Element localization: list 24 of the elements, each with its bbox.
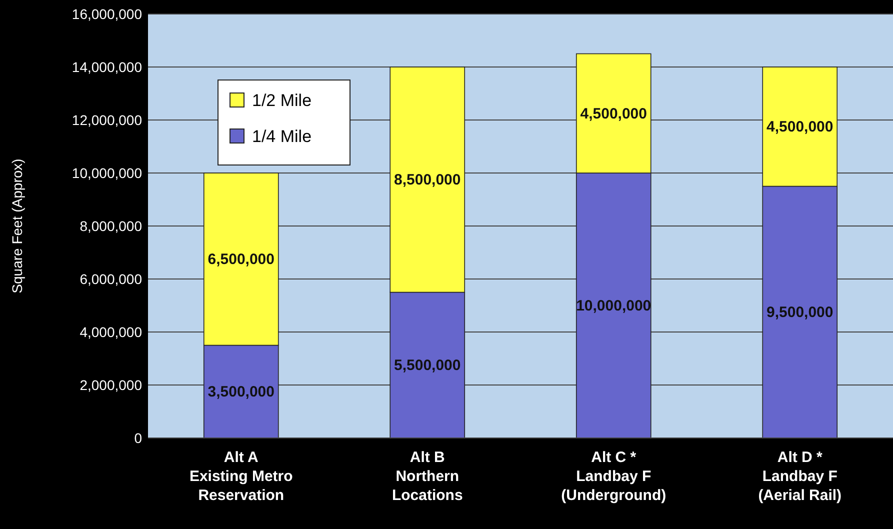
y-tick-label: 8,000,000 (80, 218, 142, 234)
y-tick-label: 10,000,000 (72, 165, 142, 181)
y-tick-label: 0 (134, 430, 142, 446)
y-tick-label: 4,000,000 (80, 324, 142, 340)
y-tick-label: 14,000,000 (72, 59, 142, 75)
x-tick-label: Alt D * Landbay F (Aerial Rail) (758, 449, 842, 504)
data-label: 10,000,000 (576, 298, 652, 314)
data-label: 6,500,000 (208, 251, 274, 268)
legend-label: 1/2 Mile (252, 91, 312, 110)
y-axis-title: Square Feet (Approx) (9, 158, 25, 294)
y-tick-label: 16,000,000 (72, 6, 142, 22)
data-label: 3,500,000 (208, 384, 274, 401)
data-label: 9,500,000 (766, 304, 834, 322)
data-label: 4,500,000 (580, 105, 647, 122)
x-tick-label: Alt C * Landbay F (Underground) (561, 449, 666, 504)
x-tick-label: Alt B Northern Locations (392, 449, 463, 504)
y-tick-label: 6,000,000 (80, 271, 142, 287)
y-tick-label: 12,000,000 (72, 112, 142, 128)
data-label: 5,500,000 (394, 357, 461, 374)
x-tick-label: Alt A Existing Metro Reservation (189, 449, 293, 504)
data-label: 8,500,000 (394, 172, 461, 189)
legend-label: 1/4 Mile (252, 127, 312, 146)
y-tick-label: 2,000,000 (80, 377, 142, 393)
data-label: 4,500,000 (766, 118, 834, 136)
